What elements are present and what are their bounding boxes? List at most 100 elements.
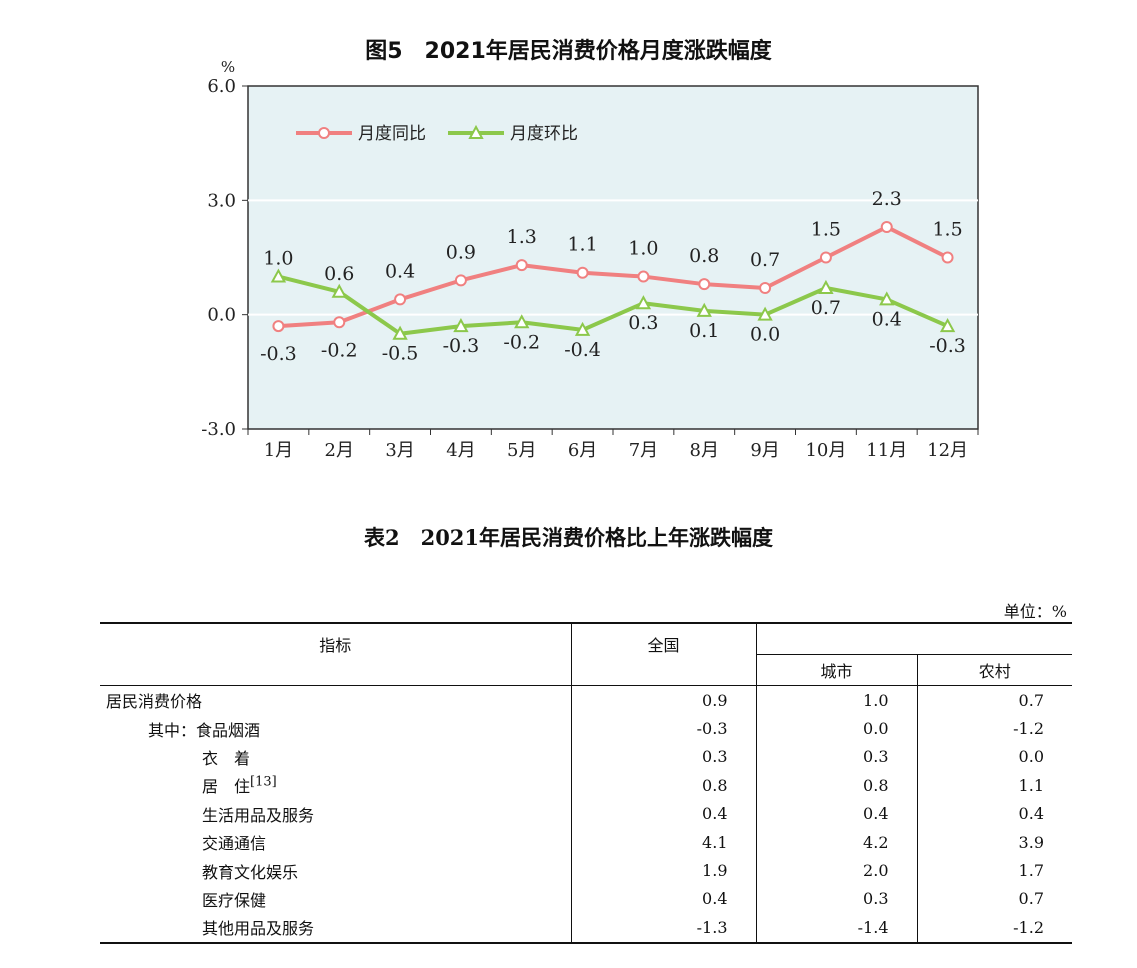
cell-urban: -1.4 — [756, 913, 918, 944]
cell-urban: 0.0 — [756, 714, 918, 743]
table-row: 衣 着 0.3 0.3 0.0 — [100, 742, 1072, 772]
x-tick-label: 2月 — [325, 440, 354, 461]
data-label-yoy: 0.8 — [689, 245, 719, 267]
row-label: 其他用品及服务 — [100, 913, 572, 944]
y-tick-label: 6.0 — [207, 76, 236, 97]
header-urban: 城市 — [756, 654, 918, 686]
data-label-mom: -0.3 — [929, 335, 966, 357]
header-rural: 农村 — [917, 654, 1072, 686]
data-label-mom: 0.3 — [628, 312, 658, 334]
table-row: 生活用品及服务 0.4 0.4 0.4 — [100, 799, 1072, 828]
point-marker-mom — [635, 295, 652, 310]
row-label-text: 其他用品及服务 — [202, 919, 315, 939]
row-label-text: 居民消费价格 — [106, 692, 203, 712]
row-label: 衣 着 — [100, 742, 572, 772]
point-marker-mom — [879, 291, 895, 306]
table-row: 其他用品及服务 -1.3 -1.4 -1.2 — [100, 913, 1072, 944]
x-tick-label: 12月 — [927, 440, 968, 461]
table-title: 表2 2021年居民消费价格比上年涨跌幅度 — [363, 525, 774, 550]
cell-rural: -1.2 — [1013, 719, 1044, 739]
x-tick-label: 3月 — [385, 440, 414, 461]
cell-national: 0.8 — [571, 771, 757, 800]
point-marker-mom — [757, 306, 773, 321]
header-national: 全国 — [571, 622, 757, 686]
data-label-mom: 0.0 — [750, 324, 780, 346]
row-label: 交通通信 — [100, 827, 572, 857]
cell-urban: 0.4 — [756, 799, 918, 828]
table-row: 医疗保健 0.4 0.3 0.7 — [100, 884, 1072, 914]
cell-urban: 2.0 — [756, 856, 918, 885]
x-tick-label: 11月 — [866, 440, 907, 461]
point-marker-mom — [331, 283, 347, 298]
row-label: 居民消费价格 — [100, 685, 572, 715]
legend-marker — [318, 127, 330, 139]
legend-label: 月度同比 — [358, 124, 426, 144]
data-label-mom: 0.1 — [689, 320, 719, 342]
cell-urban: 1.0 — [756, 685, 918, 715]
x-tick-label: 8月 — [690, 440, 719, 461]
point-marker-yoy — [637, 270, 650, 283]
row-label-text: 交通通信 — [202, 834, 267, 854]
cell-national: -1.3 — [571, 913, 757, 944]
data-label-yoy: 1.5 — [932, 219, 962, 241]
cell-national: 4.1 — [571, 827, 757, 857]
row-label: 医疗保健 — [100, 884, 572, 914]
point-marker-yoy — [272, 320, 285, 333]
data-label-yoy: -0.3 — [260, 343, 297, 365]
point-marker-yoy — [880, 221, 893, 234]
table-row: 居 住[13] 0.8 0.8 1.1 — [100, 771, 1072, 800]
row-label-text: 教育文化娱乐 — [202, 862, 299, 882]
table-row: 其中：食品烟酒 -0.3 0.0 -1.2 — [100, 714, 1072, 743]
cell-national: 1.9 — [571, 856, 757, 885]
table-row: 交通通信 4.1 4.2 3.9 — [100, 827, 1072, 857]
legend-label: 月度环比 — [510, 124, 578, 144]
line-chart: -3.0 0.0 3.0 6.0% 1月 2月 3月 4月 5月 6月 7月 8月 9月 10月 11月 12… — [201, 58, 979, 461]
cell-rural: 3.9 — [1018, 832, 1044, 852]
cell-urban: 0.3 — [756, 884, 918, 914]
series-line-yoy — [278, 225, 949, 329]
row-label: 教育文化娱乐 — [100, 856, 572, 885]
footnote-ref: [13] — [250, 775, 277, 791]
data-label-yoy: 2.3 — [872, 188, 902, 210]
point-marker-yoy — [454, 274, 467, 287]
cell-national: 0.4 — [571, 799, 757, 828]
row-label: 其中：食品烟酒 — [100, 714, 572, 743]
x-tick-label: 1月 — [264, 440, 293, 461]
point-marker-yoy — [819, 251, 832, 264]
row-label-text: 居 住 — [202, 777, 251, 797]
x-tick-label: 9月 — [750, 440, 779, 461]
data-label-yoy: 1.0 — [628, 238, 658, 260]
cell-rural: 1.7 — [1018, 861, 1044, 881]
point-marker-yoy — [333, 316, 346, 329]
data-label-mom: 0.7 — [811, 297, 841, 319]
row-label: 居 住[13] — [100, 771, 572, 800]
cell-rural: 0.0 — [1018, 747, 1044, 767]
header-indicator: 指标 — [100, 622, 572, 686]
figure-title: 图5 2021年居民消费价格月度涨跌幅度 — [365, 39, 772, 64]
x-tick-label: 4月 — [446, 440, 475, 461]
data-label-yoy: 0.4 — [385, 260, 415, 282]
data-label-yoy: 1.3 — [507, 226, 537, 248]
point-marker-mom — [453, 318, 469, 333]
data-label-mom: -0.3 — [443, 335, 480, 357]
data-label-yoy: 0.7 — [750, 249, 780, 271]
point-marker-mom — [574, 321, 591, 336]
point-marker-yoy — [698, 278, 711, 291]
data-label-mom: 1.0 — [263, 248, 293, 270]
cell-national: 0.3 — [571, 742, 757, 772]
cell-national: 0.9 — [571, 685, 757, 715]
y-tick-label: -3.0 — [201, 419, 236, 440]
row-label: 生活用品及服务 — [100, 799, 572, 828]
point-marker-mom — [514, 314, 530, 329]
legend-marker — [468, 124, 484, 139]
y-axis-unit: % — [221, 58, 235, 76]
cell-rural: 1.1 — [1018, 775, 1044, 795]
cell-rural: 0.7 — [1018, 889, 1044, 909]
unit-label: 单位：% — [1003, 602, 1067, 621]
series-line-mom — [277, 274, 949, 336]
row-label-text: 生活用品及服务 — [202, 805, 315, 825]
y-tick-label: 3.0 — [207, 190, 236, 211]
point-marker-yoy — [394, 293, 407, 306]
point-marker-mom — [818, 279, 834, 294]
price-table: 指标 全国 城市 农村 居民消费价格 0.9 1.0 0.7 其中：食品烟酒 -0.3 0.… — [100, 622, 1072, 944]
